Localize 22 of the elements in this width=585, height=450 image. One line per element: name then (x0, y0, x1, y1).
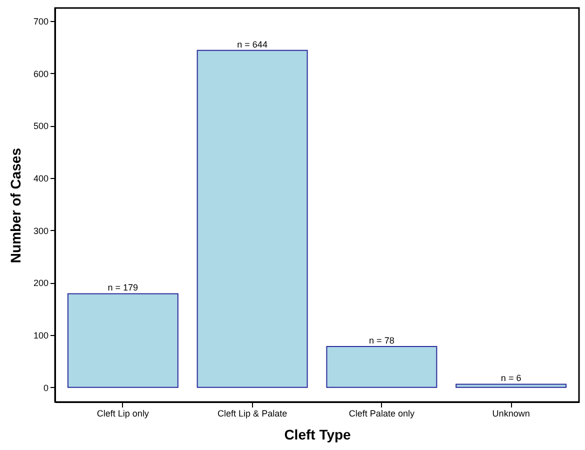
x-axis-title: Cleft Type (284, 426, 352, 442)
y-tick-label: 700 (33, 16, 48, 27)
data-label: n = 644 (237, 39, 268, 50)
bar (456, 384, 567, 388)
x-tick-label: Cleft Palate only (348, 408, 415, 418)
x-tick-label: Cleft Lip only (96, 408, 150, 418)
y-tick-label: 600 (33, 68, 48, 79)
bar (67, 293, 178, 388)
y-tick-label: 100 (33, 330, 48, 341)
data-label: n = 179 (108, 282, 138, 293)
data-label: n = 6 (500, 373, 522, 384)
x-tick-label: Cleft Lip & Palate (218, 408, 288, 418)
y-tick-label: 300 (33, 226, 48, 236)
y-tick-label: 500 (33, 121, 48, 132)
x-tick-label: Unknown (492, 408, 530, 418)
bar (326, 346, 438, 388)
y-tick-label: 0 (43, 382, 48, 393)
y-tick-label: 200 (33, 278, 48, 288)
y-axis-title: Number of Cases (7, 148, 24, 264)
bar (196, 50, 308, 388)
y-tick-label: 400 (33, 174, 48, 184)
data-label: n = 78 (369, 336, 394, 346)
